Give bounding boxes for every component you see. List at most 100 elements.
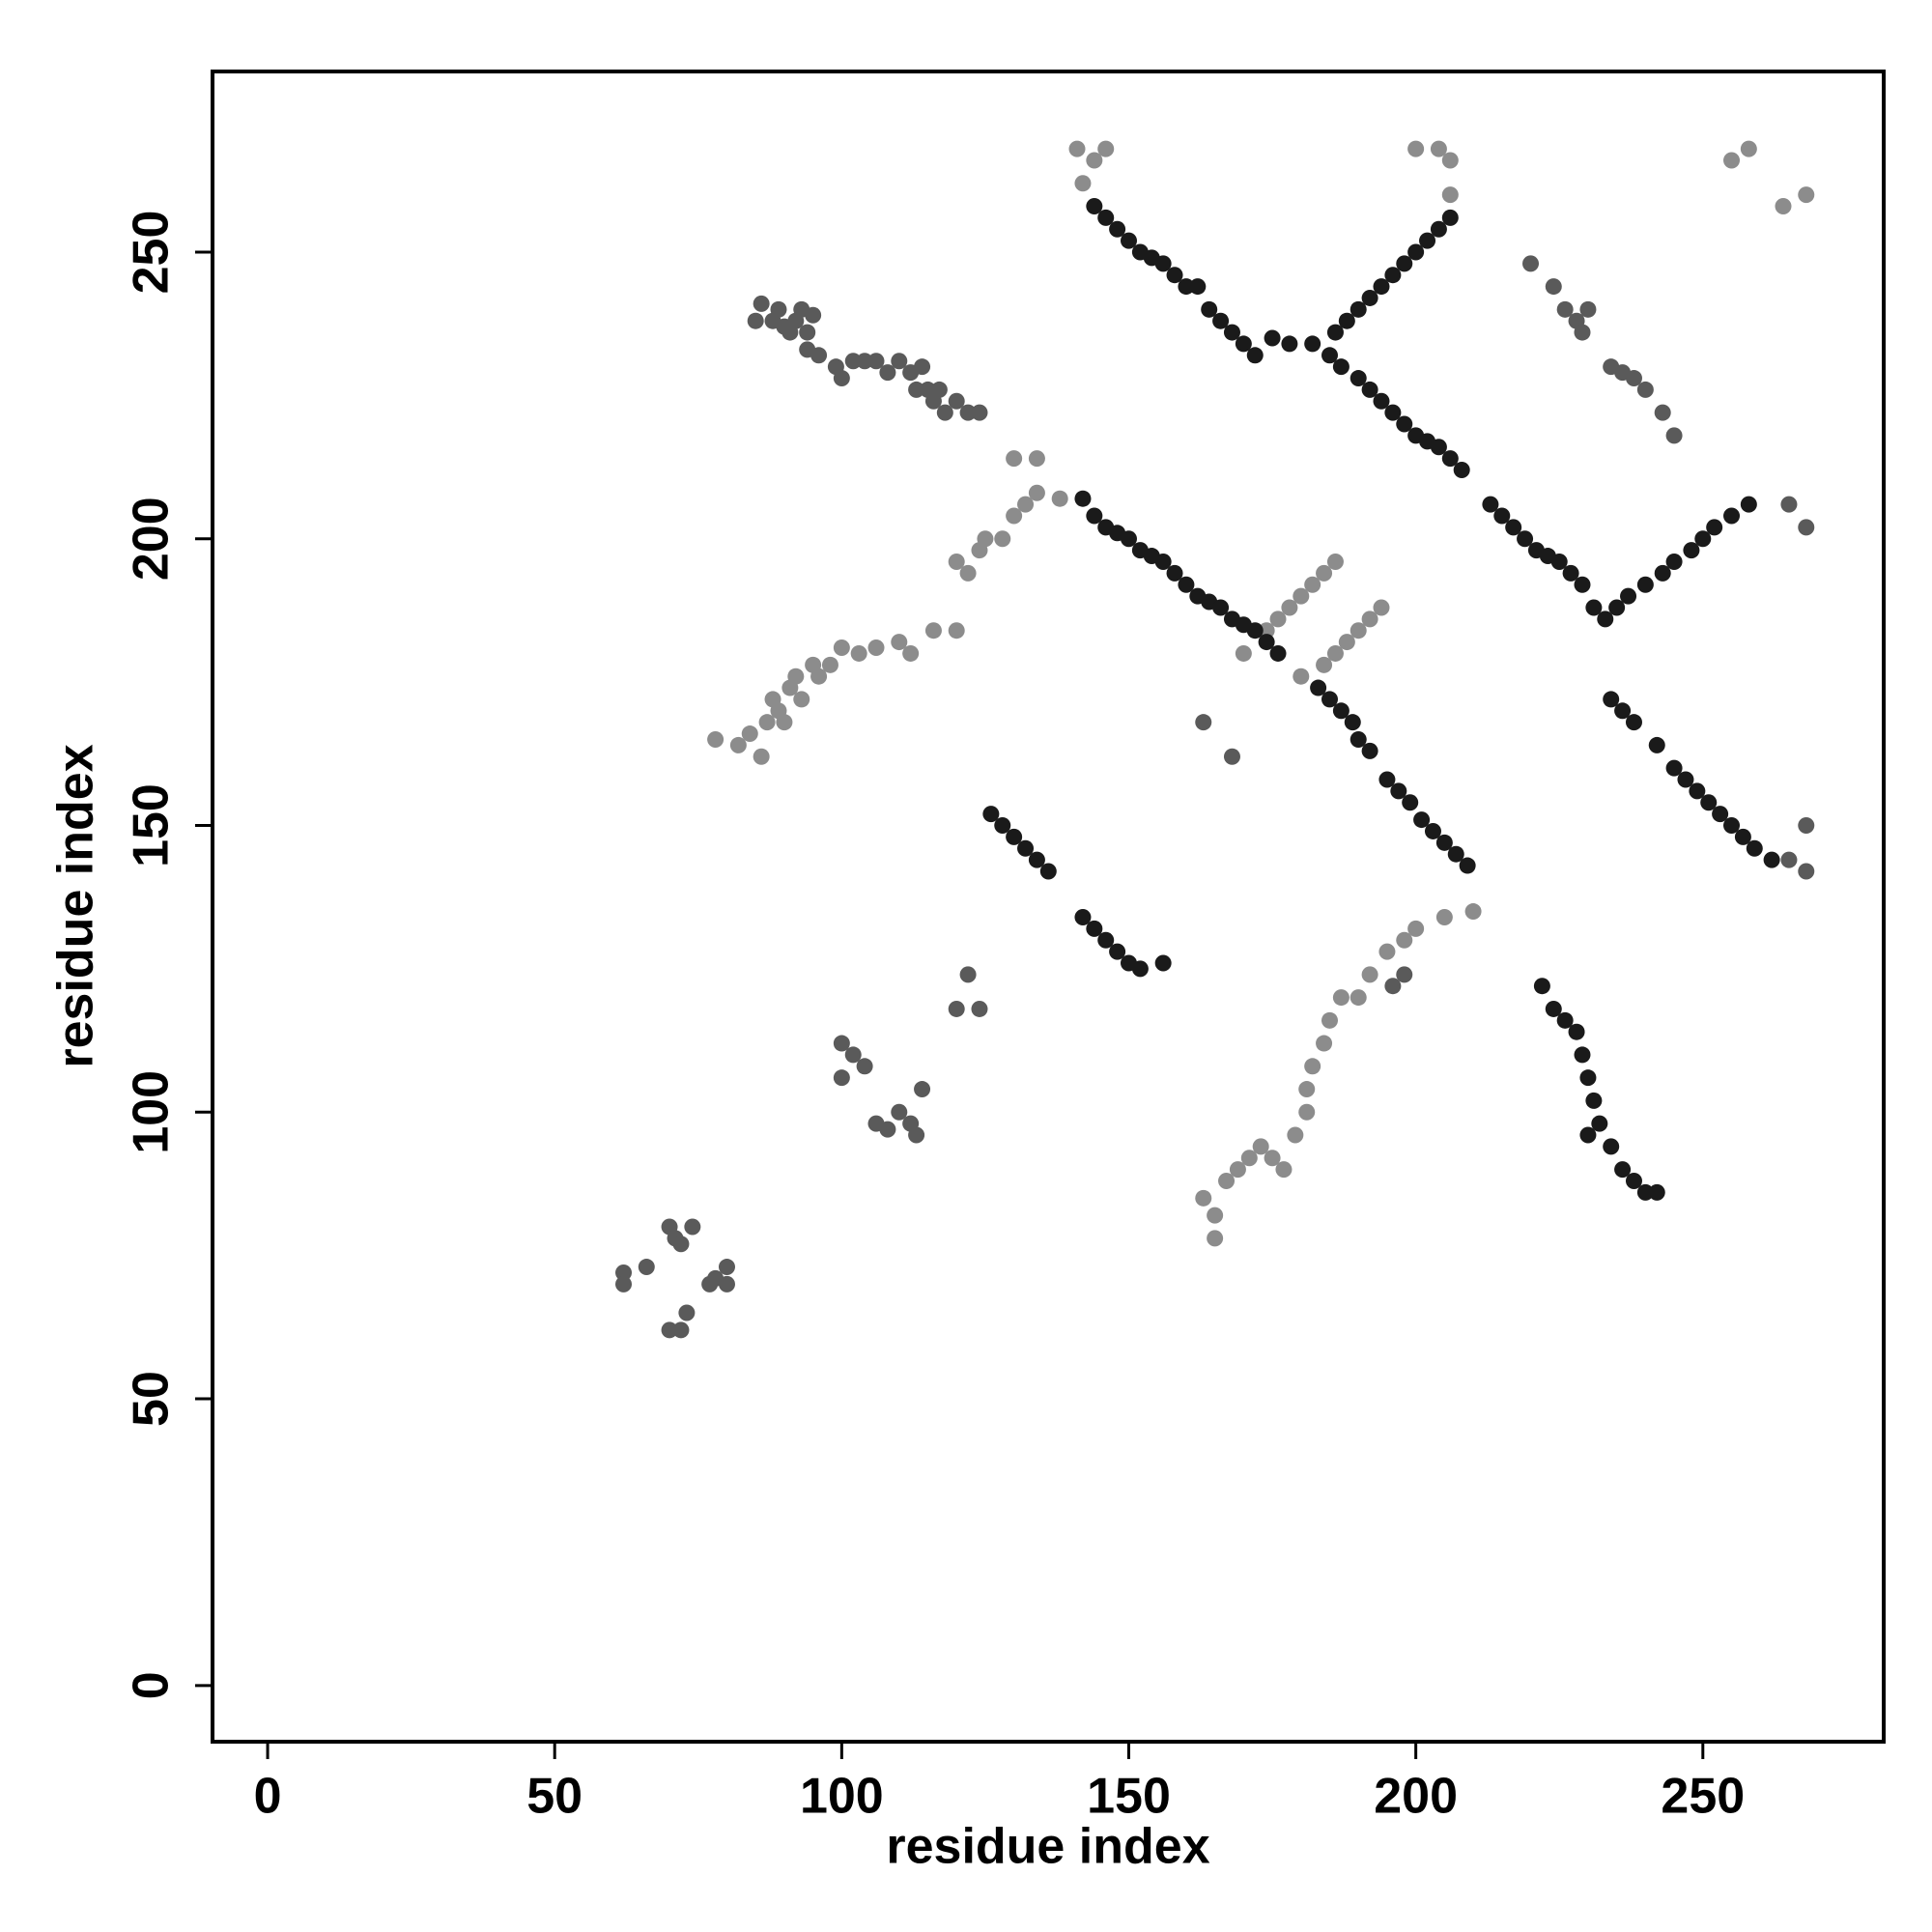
- data-point: [1585, 599, 1603, 616]
- data-point: [844, 353, 862, 370]
- data-point: [1603, 691, 1620, 708]
- data-point: [1017, 839, 1035, 857]
- data-point: [1654, 564, 1671, 582]
- data-point: [1338, 312, 1355, 329]
- data-point: [867, 639, 885, 657]
- data-point: [1435, 834, 1453, 851]
- data-point: [1614, 702, 1632, 720]
- data-point: [1178, 278, 1195, 296]
- data-point: [1086, 507, 1103, 525]
- data-point: [821, 656, 838, 673]
- data-point: [1097, 931, 1115, 949]
- data-point: [1361, 742, 1378, 759]
- data-point: [1597, 611, 1614, 628]
- data-point: [1086, 920, 1103, 937]
- data-point: [1562, 564, 1579, 582]
- data-point: [1195, 1189, 1212, 1207]
- data-point: [1316, 656, 1333, 673]
- data-point: [891, 634, 908, 651]
- data-point: [1006, 828, 1023, 845]
- data-point: [1775, 197, 1792, 214]
- data-point: [891, 353, 908, 370]
- x-tick-label: 250: [1661, 1769, 1745, 1825]
- data-point: [707, 730, 724, 748]
- data-point: [1648, 1183, 1665, 1201]
- data-point: [1706, 519, 1723, 536]
- data-point: [1625, 370, 1642, 387]
- data-point: [1723, 152, 1741, 169]
- data-point: [1798, 186, 1815, 204]
- data-point: [1683, 542, 1700, 559]
- data-point: [994, 530, 1011, 548]
- data-point: [1636, 576, 1654, 593]
- data-point: [982, 806, 1000, 823]
- y-tick-label: 250: [124, 211, 180, 295]
- data-point: [1396, 255, 1413, 272]
- data-point: [994, 817, 1011, 835]
- data-point: [924, 622, 942, 639]
- data-point: [753, 748, 770, 765]
- data-point: [914, 358, 931, 376]
- data-point: [770, 300, 787, 318]
- data-point: [1723, 507, 1741, 525]
- data-point: [1017, 496, 1035, 513]
- data-point: [1740, 496, 1757, 513]
- data-point: [1223, 748, 1240, 765]
- data-point: [1441, 209, 1459, 226]
- data-point: [1281, 599, 1298, 616]
- data-point: [1545, 278, 1562, 296]
- data-point: [1275, 1161, 1293, 1179]
- data-point: [741, 725, 758, 743]
- data-point: [879, 1121, 896, 1138]
- data-point: [1332, 989, 1350, 1007]
- data-point: [936, 404, 953, 421]
- data-point: [787, 668, 805, 685]
- data-point: [1350, 300, 1367, 318]
- data-point: [1740, 140, 1757, 157]
- data-point: [902, 644, 920, 662]
- data-point: [1326, 644, 1344, 662]
- data-point: [914, 1081, 931, 1098]
- x-tick-label: 200: [1374, 1769, 1458, 1825]
- data-point: [1321, 347, 1339, 364]
- data-point: [810, 668, 828, 685]
- data-point: [1493, 507, 1511, 525]
- x-tick-label: 0: [254, 1769, 282, 1825]
- data-point: [908, 381, 925, 398]
- data-point: [1390, 782, 1407, 800]
- data-point: [1304, 335, 1321, 353]
- data-point: [1212, 599, 1230, 616]
- data-point: [1505, 519, 1522, 536]
- data-point: [1264, 1150, 1281, 1167]
- data-point: [758, 714, 776, 731]
- x-tick-label: 100: [800, 1769, 884, 1825]
- data-point: [1441, 450, 1459, 468]
- data-point: [1264, 329, 1281, 347]
- data-point: [1435, 908, 1453, 925]
- data-point: [1269, 644, 1287, 662]
- data-point: [638, 1259, 655, 1276]
- data-point: [1028, 450, 1045, 468]
- data-point: [1321, 691, 1339, 708]
- data-point: [672, 1236, 690, 1253]
- data-point: [1166, 267, 1183, 284]
- data-point: [1109, 220, 1126, 238]
- data-point: [1625, 714, 1642, 731]
- data-point: [1574, 324, 1591, 341]
- data-point: [1636, 1183, 1654, 1201]
- data-point: [1350, 730, 1367, 748]
- y-tick-label: 150: [124, 783, 180, 867]
- data-point: [1258, 634, 1275, 651]
- data-point: [793, 691, 810, 708]
- y-tick-label: 100: [124, 1070, 180, 1154]
- data-point: [1424, 822, 1441, 839]
- data-point: [1712, 806, 1729, 823]
- y-tick-label: 0: [124, 1671, 180, 1699]
- data-point: [1689, 782, 1706, 800]
- data-point: [1384, 978, 1402, 995]
- data-point: [1120, 530, 1137, 548]
- data-point: [1074, 490, 1092, 507]
- y-axis-label: residue index: [48, 744, 104, 1067]
- data-point: [1517, 530, 1534, 548]
- data-point: [1109, 943, 1126, 960]
